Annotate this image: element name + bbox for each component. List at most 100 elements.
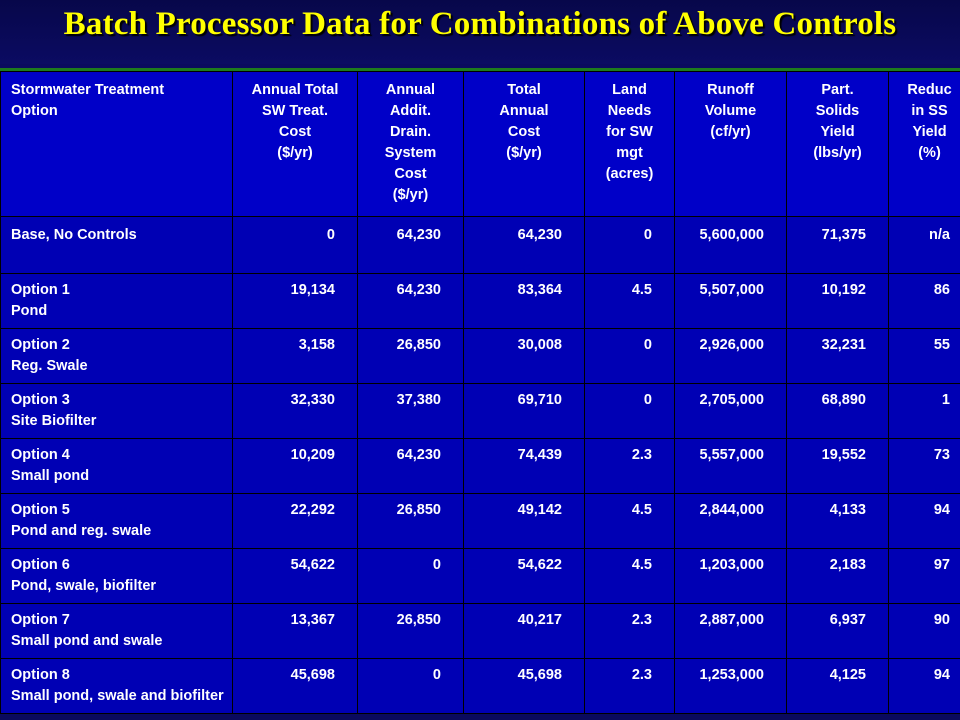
reduction-cell: 94 bbox=[888, 658, 960, 714]
option-name: Option 1 bbox=[11, 282, 70, 298]
solids-cell: 4,133 bbox=[786, 493, 889, 549]
drain-cost-cell: 37,380 bbox=[357, 383, 464, 439]
total-cost-cell: 54,622 bbox=[463, 548, 585, 604]
solids-cell: 2,183 bbox=[786, 548, 889, 604]
table-body: Base, No Controls 0 64,230 64,230 0 5,600,000… bbox=[0, 216, 960, 714]
header-total-cost: Total Annual Cost ($/yr) bbox=[463, 71, 585, 217]
header-drain-cost: Annual Addit. Drain. System Cost ($/yr) bbox=[357, 71, 464, 217]
header-line: Needs bbox=[607, 103, 652, 119]
option-cell: Option 5 Pond and reg. swale bbox=[0, 493, 233, 549]
reduction-cell: 94 bbox=[888, 493, 960, 549]
option-cell: Option 6 Pond, swale, biofilter bbox=[0, 548, 233, 604]
option-description: Site Biofilter bbox=[11, 413, 97, 429]
table-row: Option 7 Small pond and swale 13,367 26,850… bbox=[0, 603, 960, 659]
solids-cell: 6,937 bbox=[786, 603, 889, 659]
treat-cost-cell: 0 bbox=[232, 216, 358, 274]
header-line: Cost bbox=[278, 124, 312, 140]
header-line: Runoff bbox=[707, 82, 754, 98]
drain-cost-cell: 64,230 bbox=[357, 273, 464, 329]
runoff-cell: 2,844,000 bbox=[674, 493, 787, 549]
runoff-cell: 5,600,000 bbox=[674, 216, 787, 274]
header-line: Annual bbox=[499, 103, 549, 119]
header-line: ($/yr) bbox=[277, 145, 313, 161]
runoff-cell: 5,507,000 bbox=[674, 273, 787, 329]
runoff-cell: 2,887,000 bbox=[674, 603, 787, 659]
drain-cost-cell: 0 bbox=[357, 658, 464, 714]
option-name: Option 8 bbox=[11, 667, 70, 683]
header-line: SW Treat. bbox=[261, 103, 329, 119]
option-description: Small pond, swale and biofilter bbox=[11, 688, 224, 704]
land-cell: 4.5 bbox=[584, 273, 675, 329]
header-line: (lbs/yr) bbox=[813, 145, 862, 161]
table-row: Base, No Controls 0 64,230 64,230 0 5,600,000… bbox=[0, 216, 960, 274]
option-cell: Option 8 Small pond, swale and biofilter bbox=[0, 658, 233, 714]
header-line: System bbox=[384, 145, 437, 161]
option-description: Pond, swale, biofilter bbox=[11, 578, 157, 594]
reduction-cell: 55 bbox=[888, 328, 960, 384]
header-treat-cost: Annual Total SW Treat. Cost ($/yr) bbox=[232, 71, 358, 217]
header-runoff: Runoff Volume (cf/yr) bbox=[674, 71, 787, 217]
header-line: Part. bbox=[821, 82, 854, 98]
treat-cost-cell: 54,622 bbox=[232, 548, 358, 604]
header-line: Cost bbox=[394, 166, 427, 182]
slide-title: Batch Processor Data for Combinations of… bbox=[63, 6, 897, 42]
option-name: Option 4 bbox=[11, 447, 70, 463]
total-cost-cell: 64,230 bbox=[463, 216, 585, 274]
header-line: for SW bbox=[606, 124, 653, 140]
total-cost-cell: 30,008 bbox=[463, 328, 585, 384]
option-description: Reg. Swale bbox=[11, 358, 88, 374]
total-cost-cell: 74,439 bbox=[463, 438, 585, 494]
header-row: Stormwater Treatment Option Annual Total SW… bbox=[0, 71, 960, 217]
option-cell: Option 7 Small pond and swale bbox=[0, 603, 233, 659]
header-line: ($/yr) bbox=[392, 187, 429, 203]
reduction-cell: 97 bbox=[888, 548, 960, 604]
runoff-cell: 2,926,000 bbox=[674, 328, 787, 384]
reduction-cell: n/a bbox=[888, 216, 960, 274]
land-cell: 0 bbox=[584, 383, 675, 439]
drain-cost-cell: 26,850 bbox=[357, 603, 464, 659]
header-line: Total bbox=[507, 82, 541, 98]
solids-cell: 68,890 bbox=[786, 383, 889, 439]
table-row: Option 3 Site Biofilter 32,330 37,380 69,710… bbox=[0, 383, 960, 439]
header-line: Volume bbox=[704, 103, 757, 119]
solids-cell: 4,125 bbox=[786, 658, 889, 714]
land-cell: 2.3 bbox=[584, 658, 675, 714]
option-cell: Option 1 Pond bbox=[0, 273, 233, 329]
total-cost-cell: 45,698 bbox=[463, 658, 585, 714]
treat-cost-cell: 32,330 bbox=[232, 383, 358, 439]
option-cell: Option 2 Reg. Swale bbox=[0, 328, 233, 384]
header-line: ($/yr) bbox=[506, 145, 542, 161]
option-description: Pond and reg. swale bbox=[11, 523, 152, 539]
header-reduction: Reduc in SS Yield (%) bbox=[888, 71, 960, 217]
table-row: Option 6 Pond, swale, biofilter 54,622 0 54,… bbox=[0, 548, 960, 604]
reduction-cell: 90 bbox=[888, 603, 960, 659]
option-name: Option 5 bbox=[11, 502, 70, 518]
header-line: Annual bbox=[385, 82, 436, 98]
header-line: Addit. bbox=[389, 103, 432, 119]
option-cell: Option 3 Site Biofilter bbox=[0, 383, 233, 439]
option-name: Option 6 bbox=[11, 557, 70, 573]
drain-cost-cell: 26,850 bbox=[357, 493, 464, 549]
treat-cost-cell: 45,698 bbox=[232, 658, 358, 714]
treat-cost-cell: 10,209 bbox=[232, 438, 358, 494]
header-line: Reduc bbox=[907, 82, 952, 98]
drain-cost-cell: 64,230 bbox=[357, 216, 464, 274]
header-line: (acres) bbox=[605, 166, 654, 182]
header-line: mgt bbox=[616, 145, 643, 161]
total-cost-cell: 69,710 bbox=[463, 383, 585, 439]
runoff-cell: 1,203,000 bbox=[674, 548, 787, 604]
header-line: (cf/yr) bbox=[710, 124, 751, 140]
land-cell: 4.5 bbox=[584, 548, 675, 604]
option-description: Small pond and swale bbox=[11, 633, 163, 649]
table-row: Option 8 Small pond, swale and biofilter 4… bbox=[0, 658, 960, 714]
solids-cell: 71,375 bbox=[786, 216, 889, 274]
header-solids: Part. Solids Yield (lbs/yr) bbox=[786, 71, 889, 217]
runoff-cell: 5,557,000 bbox=[674, 438, 787, 494]
runoff-cell: 2,705,000 bbox=[674, 383, 787, 439]
solids-cell: 10,192 bbox=[786, 273, 889, 329]
treat-cost-cell: 3,158 bbox=[232, 328, 358, 384]
reduction-cell: 73 bbox=[888, 438, 960, 494]
option-cell: Base, No Controls bbox=[0, 216, 233, 274]
table-row: Option 4 Small pond 10,209 64,230 74,439 2.3 5… bbox=[0, 438, 960, 494]
solids-cell: 32,231 bbox=[786, 328, 889, 384]
